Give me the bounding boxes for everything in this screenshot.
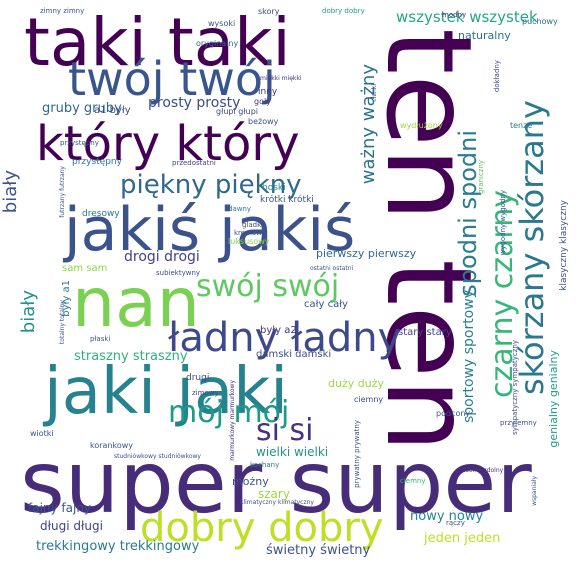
word: drugi xyxy=(186,373,210,383)
word: dawny xyxy=(228,205,252,213)
word: drogi drogi xyxy=(124,249,200,265)
word: klimatyczny klimatyczny xyxy=(240,499,314,506)
word: gruby gruby xyxy=(42,101,122,116)
word: studniówkowy studniówkowy xyxy=(114,453,201,460)
word: super super xyxy=(20,433,532,533)
word: korankowy xyxy=(90,441,134,450)
word: płaski xyxy=(90,335,111,343)
word: krótki krótki xyxy=(260,195,314,205)
word: długi długi xyxy=(40,519,103,533)
word: rączy xyxy=(446,519,465,527)
word: modny xyxy=(442,11,467,19)
word: stary stary xyxy=(398,327,452,338)
word: genialny genialny xyxy=(547,350,560,448)
word: biały xyxy=(0,170,21,214)
word: skórzany skórzany xyxy=(513,100,551,396)
word: wiotki xyxy=(30,429,54,438)
word: taki taki xyxy=(24,4,291,81)
word: boski xyxy=(262,183,286,193)
word: fajny fajny xyxy=(28,501,92,515)
word: biały xyxy=(18,290,39,334)
word: marmurkowy marmurkowy xyxy=(229,380,236,461)
word: gladki xyxy=(242,221,264,229)
word: wysoki xyxy=(208,19,236,28)
word: luksusowy xyxy=(228,237,270,246)
word: szary xyxy=(258,487,290,501)
word: puchowy xyxy=(522,17,558,26)
word: ostatni ostatni xyxy=(310,265,354,272)
word: inny xyxy=(258,87,278,97)
word: jeden jeden xyxy=(424,531,501,546)
word: piękny piękny xyxy=(120,170,302,200)
word: goły xyxy=(254,97,271,106)
word: skory xyxy=(258,7,280,16)
word: zimny zimny xyxy=(40,7,85,15)
word: totalny totalny xyxy=(59,300,66,345)
word: si si xyxy=(256,413,314,448)
word: nowy nowy xyxy=(410,509,484,524)
word: prywatny prywatny xyxy=(353,420,361,488)
word: głupi głupi xyxy=(216,107,258,116)
word: przyjemny xyxy=(500,419,537,427)
word: ładny ładny xyxy=(168,315,402,361)
word: beżowy xyxy=(248,117,279,126)
word: wspaniały xyxy=(531,476,538,506)
word: możny xyxy=(232,475,269,488)
word: klasyczny klasyczny xyxy=(559,200,569,291)
word: sportowy sportowy xyxy=(461,290,477,424)
word: cienki xyxy=(371,84,378,102)
word: przedostatni xyxy=(172,159,216,167)
word: naturalny xyxy=(458,29,511,42)
word: futrzany futrzany xyxy=(59,166,66,218)
word: miękki miękki xyxy=(260,75,302,82)
word: duży duży xyxy=(328,377,384,390)
word: kochany xyxy=(250,461,280,469)
word: ważny ważny xyxy=(358,64,379,185)
word: zdolny zdolny xyxy=(462,467,504,474)
word: graniczny xyxy=(477,160,485,195)
word: dobry dobry xyxy=(322,7,365,15)
word: tenze xyxy=(510,121,533,130)
word: jakiś jakiś xyxy=(64,195,356,265)
word: wygodny wygodny xyxy=(499,190,507,256)
word: ciemny xyxy=(400,477,426,485)
word: trekkingowy trekkingowy xyxy=(36,539,200,554)
word: subiektywny xyxy=(156,269,201,277)
word: twój twój xyxy=(68,52,276,106)
word: kremowy xyxy=(234,229,267,237)
word: damski damski xyxy=(256,349,332,360)
word: były a2 xyxy=(260,325,297,336)
word: który który xyxy=(36,116,300,172)
word: ciemny xyxy=(354,395,384,404)
word: mój mój xyxy=(168,395,290,430)
word: wielki wielki xyxy=(256,445,329,459)
word: cały cały xyxy=(304,299,348,310)
word: dokładny xyxy=(493,60,501,93)
word: swój swój xyxy=(196,269,340,304)
word: przystępny xyxy=(60,139,99,147)
word: podcony xyxy=(436,409,471,418)
word: oryginalny xyxy=(196,39,239,48)
word: nan xyxy=(72,264,200,343)
word: dobry dobry xyxy=(140,505,384,551)
word: wydłużony xyxy=(400,121,443,130)
word: spodni spodni xyxy=(454,130,482,297)
word: jaki jaki xyxy=(44,355,289,429)
word: świetny świetny xyxy=(266,543,371,558)
word: strasznу straszny xyxy=(74,349,188,364)
word: wszystek wszystek xyxy=(396,8,538,26)
word: dresowy xyxy=(82,209,120,219)
word: sam sam xyxy=(62,263,108,274)
word: zimowy xyxy=(192,389,219,397)
word: przystępny xyxy=(72,157,122,167)
word: pierwszy pierwszy xyxy=(316,247,417,260)
word: prosty prosty xyxy=(148,95,241,111)
word: a1 były xyxy=(94,105,131,116)
